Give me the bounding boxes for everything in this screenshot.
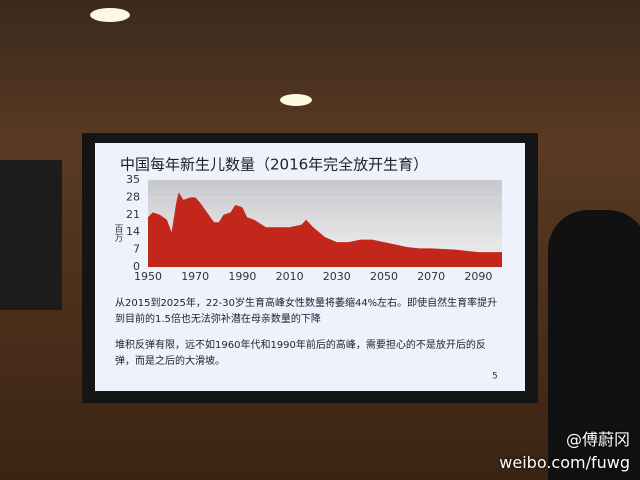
speaker (0, 160, 62, 310)
y-tick-label: 7 (133, 243, 140, 256)
x-tick-label: 2090 (464, 270, 492, 283)
y-tick-label: 14 (126, 225, 140, 238)
x-tick-label: 1990 (228, 270, 256, 283)
x-tick-label: 2030 (323, 270, 351, 283)
y-tick-label: 21 (126, 208, 140, 221)
bullet: 从2015到2025年，22-30岁生育高峰女性数量将萎缩44%左右。即使自然生… (115, 298, 498, 325)
bullet: 堆积反弹有限，远不如1960年代和1990年前后的高峰，需要担心的不是放开后的反… (115, 340, 486, 367)
person (548, 210, 640, 480)
x-tick-label: 1970 (181, 270, 209, 283)
x-tick-label: 1950 (134, 270, 162, 283)
area (148, 192, 502, 267)
ceiling-light (90, 8, 130, 22)
x-tick-label: 2010 (276, 270, 304, 283)
watermark: @傅蔚冈 (565, 430, 630, 449)
watermark: weibo.com/fuwg (499, 453, 630, 472)
y-axis-label: 百万 (113, 224, 124, 243)
x-tick-label: 2050 (370, 270, 398, 283)
page-number: 5 (492, 372, 498, 382)
y-tick-label: 28 (126, 190, 140, 203)
chart-title: 中国每年新生儿数量（2016年完全放开生育） (120, 156, 428, 174)
y-tick-label: 0 (133, 260, 140, 273)
ceiling-light (280, 94, 312, 106)
x-tick-label: 2070 (417, 270, 445, 283)
y-tick-label: 35 (126, 173, 140, 186)
